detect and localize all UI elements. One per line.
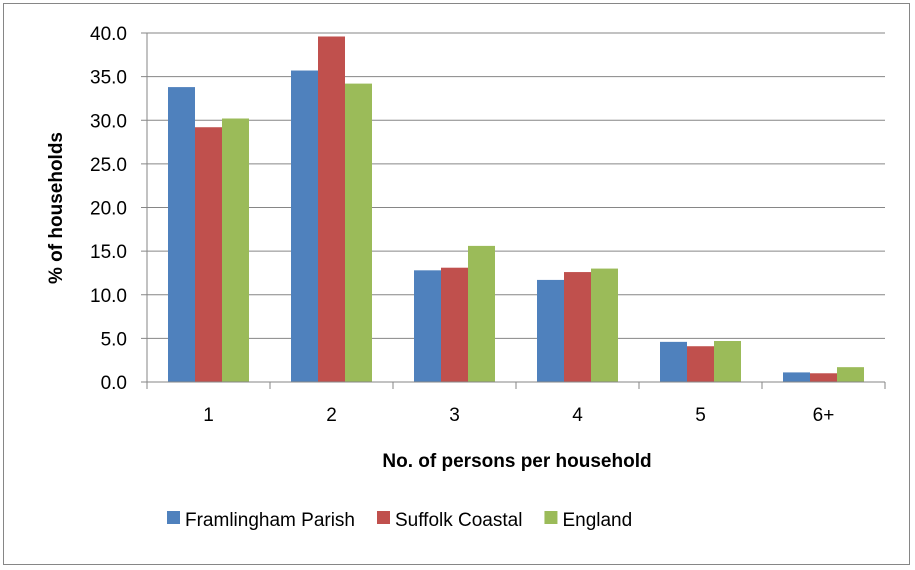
x-tick-labels: 1 2 3 4 5 6+: [203, 405, 834, 426]
y-tick-label: 20.0: [90, 199, 127, 220]
bar: [837, 367, 864, 382]
y-tick-label: 0.0: [101, 373, 127, 394]
y-tick-label: 30.0: [90, 111, 127, 132]
y-tick-label: 15.0: [90, 242, 127, 263]
x-tick-label: 6+: [813, 405, 835, 426]
x-tick-label: 5: [695, 405, 706, 426]
y-tick-label: 40.0: [90, 24, 127, 45]
y-tick-label: 5.0: [101, 329, 127, 350]
bar: [591, 268, 618, 382]
legend: Framlingham Parish Suffolk Coastal England: [167, 510, 632, 531]
legend-label: Suffolk Coastal: [395, 510, 522, 531]
bar: [537, 279, 564, 382]
bar: [810, 373, 837, 382]
gridlines: [147, 32, 885, 339]
bar: [468, 245, 495, 382]
legend-swatch: [544, 511, 558, 524]
y-tick-labels: 0.0 5.0 10.0 15.0 20.0 25.0 30.0 35.0 40.0: [90, 24, 147, 394]
bar: [660, 341, 687, 382]
bar: [687, 346, 714, 382]
x-axis-title: No. of persons per household: [382, 451, 651, 472]
x-tick-label: 1: [203, 405, 214, 426]
bar: [714, 340, 741, 382]
legend-label: Framlingham Parish: [185, 510, 355, 531]
y-tick-label: 25.0: [90, 155, 127, 176]
x-tick-label: 3: [449, 405, 460, 426]
bar: [318, 36, 345, 383]
bar: [291, 70, 318, 382]
bars: [168, 36, 864, 383]
y-axis-title: % of households: [46, 132, 67, 284]
bar: [195, 127, 222, 382]
x-tick-label: 2: [326, 405, 337, 426]
bar: [564, 272, 591, 382]
y-tick-label: 10.0: [90, 286, 127, 307]
bar: [168, 87, 195, 382]
legend-swatch: [167, 511, 180, 524]
bar: [345, 83, 372, 382]
x-tick-label: 4: [572, 405, 583, 426]
bar: [222, 118, 249, 382]
bar: [441, 267, 468, 382]
axes: [146, 33, 886, 389]
bar: [414, 270, 441, 382]
legend-label: England: [562, 510, 632, 531]
y-tick-label: 35.0: [90, 68, 127, 89]
legend-swatch: [377, 511, 390, 524]
bar: [783, 372, 810, 382]
